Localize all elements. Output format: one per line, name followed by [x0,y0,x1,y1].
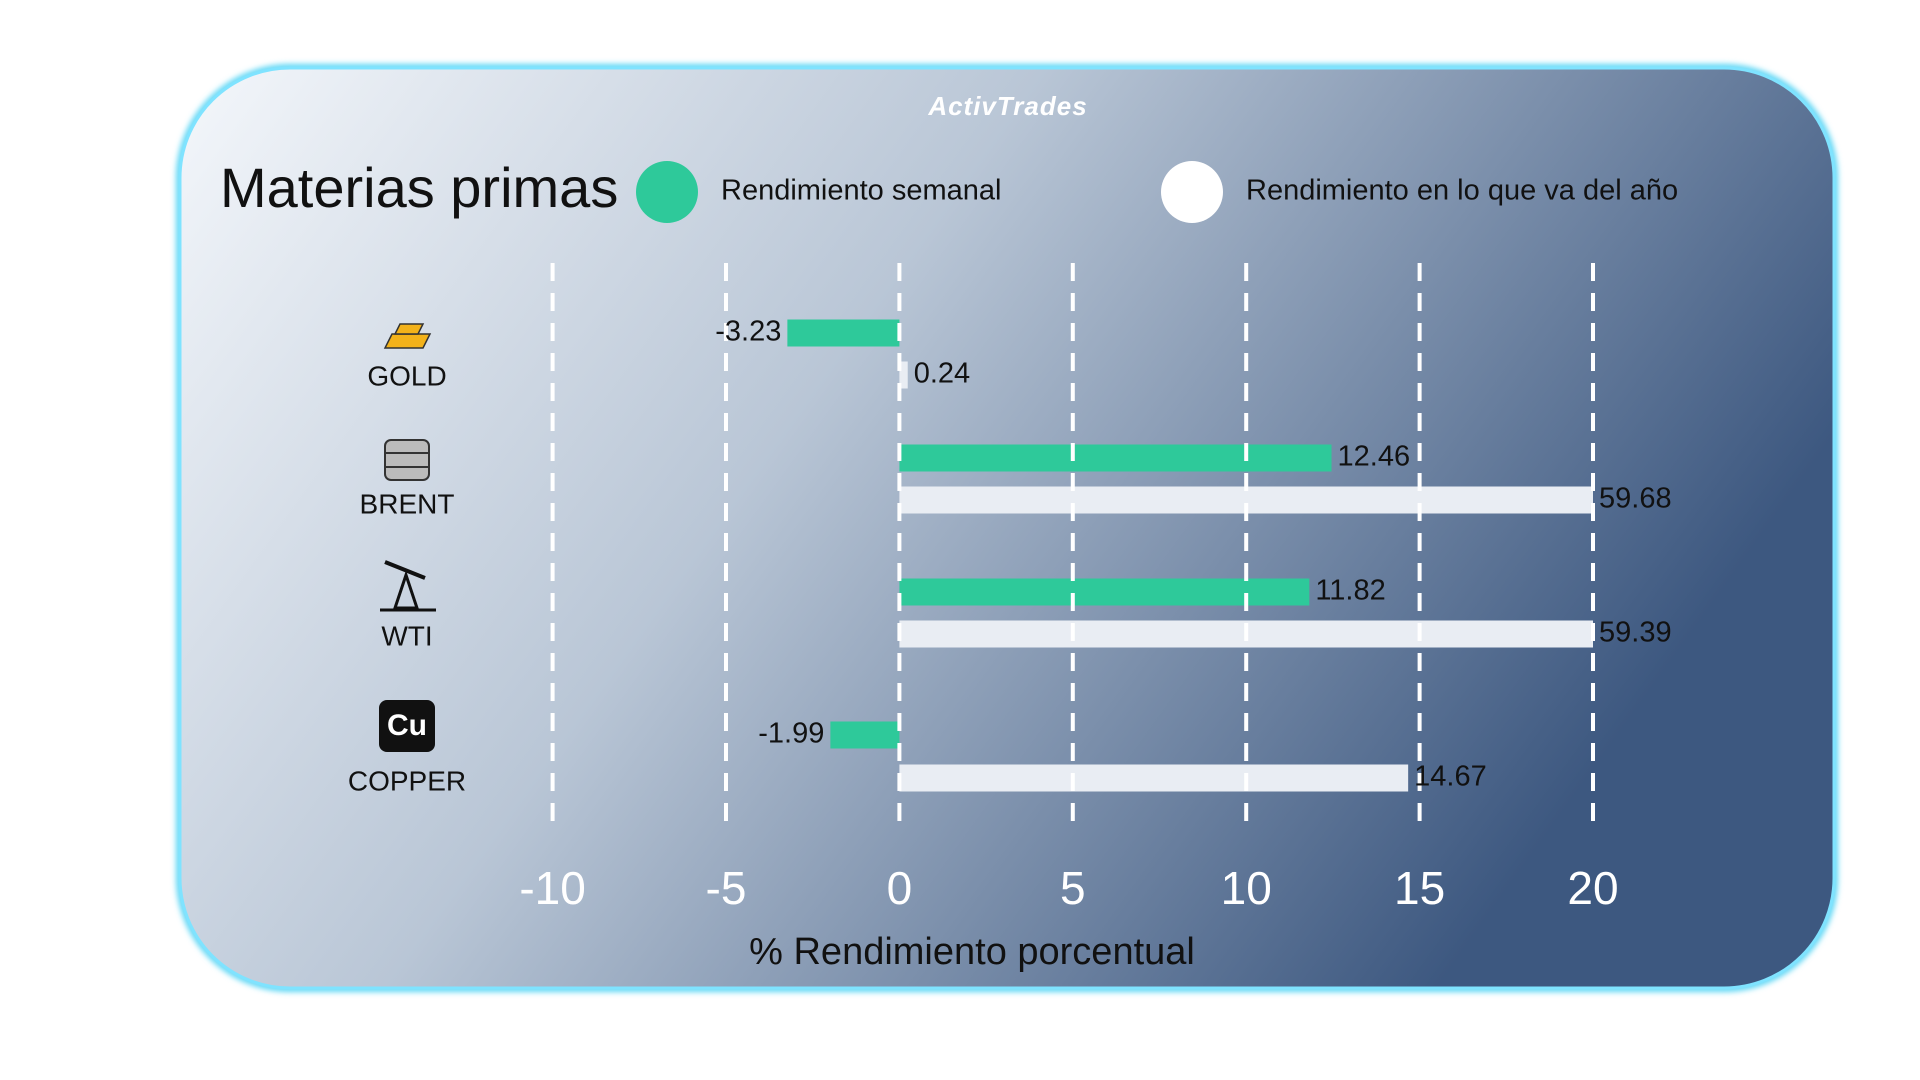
category-label: WTI [381,620,432,651]
x-tick-label: 15 [1394,862,1445,914]
legend: Rendimiento semanal Rendimiento en lo que… [636,161,1678,223]
copper-icon: Cu [379,700,435,752]
x-tick-label: -5 [706,862,747,914]
brent-icon [384,439,430,481]
value-label: 0.24 [914,358,970,390]
bar [899,764,1409,792]
category-label: GOLD [367,360,446,391]
legend-swatch [1161,161,1223,223]
bar [899,444,1332,472]
wti-icon [380,560,436,612]
x-tick-label: -10 [519,862,585,914]
category-label: BRENT [360,488,455,519]
svg-text:Cu: Cu [387,709,427,742]
gold-icon [383,323,432,349]
value-label: 14.67 [1414,761,1487,793]
legend-swatch [636,161,698,223]
x-tick-label: 10 [1221,862,1272,914]
x-tick-label: 0 [887,862,913,914]
value-label: 59.39 [1599,617,1672,649]
bar [830,721,900,749]
value-label: -1.99 [758,718,824,750]
x-tick-label: 5 [1060,862,1086,914]
bar [899,578,1310,606]
chart-title: Materias primas [220,156,618,219]
bar [899,361,908,389]
category-label: COPPER [348,765,466,796]
plot-area [787,319,1593,792]
value-label: 12.46 [1338,441,1411,473]
value-label: 11.82 [1315,575,1385,607]
legend-label: Rendimiento semanal [721,175,1001,207]
value-label: 59.68 [1599,483,1672,515]
value-label: -3.23 [715,316,781,348]
brand-logo: ActivTrades [927,91,1087,121]
x-axis-title: % Rendimiento porcentual [749,931,1195,973]
x-tick-label: 20 [1567,862,1618,914]
bar [787,319,900,347]
legend-label: Rendimiento en lo que va del año [1246,175,1678,207]
